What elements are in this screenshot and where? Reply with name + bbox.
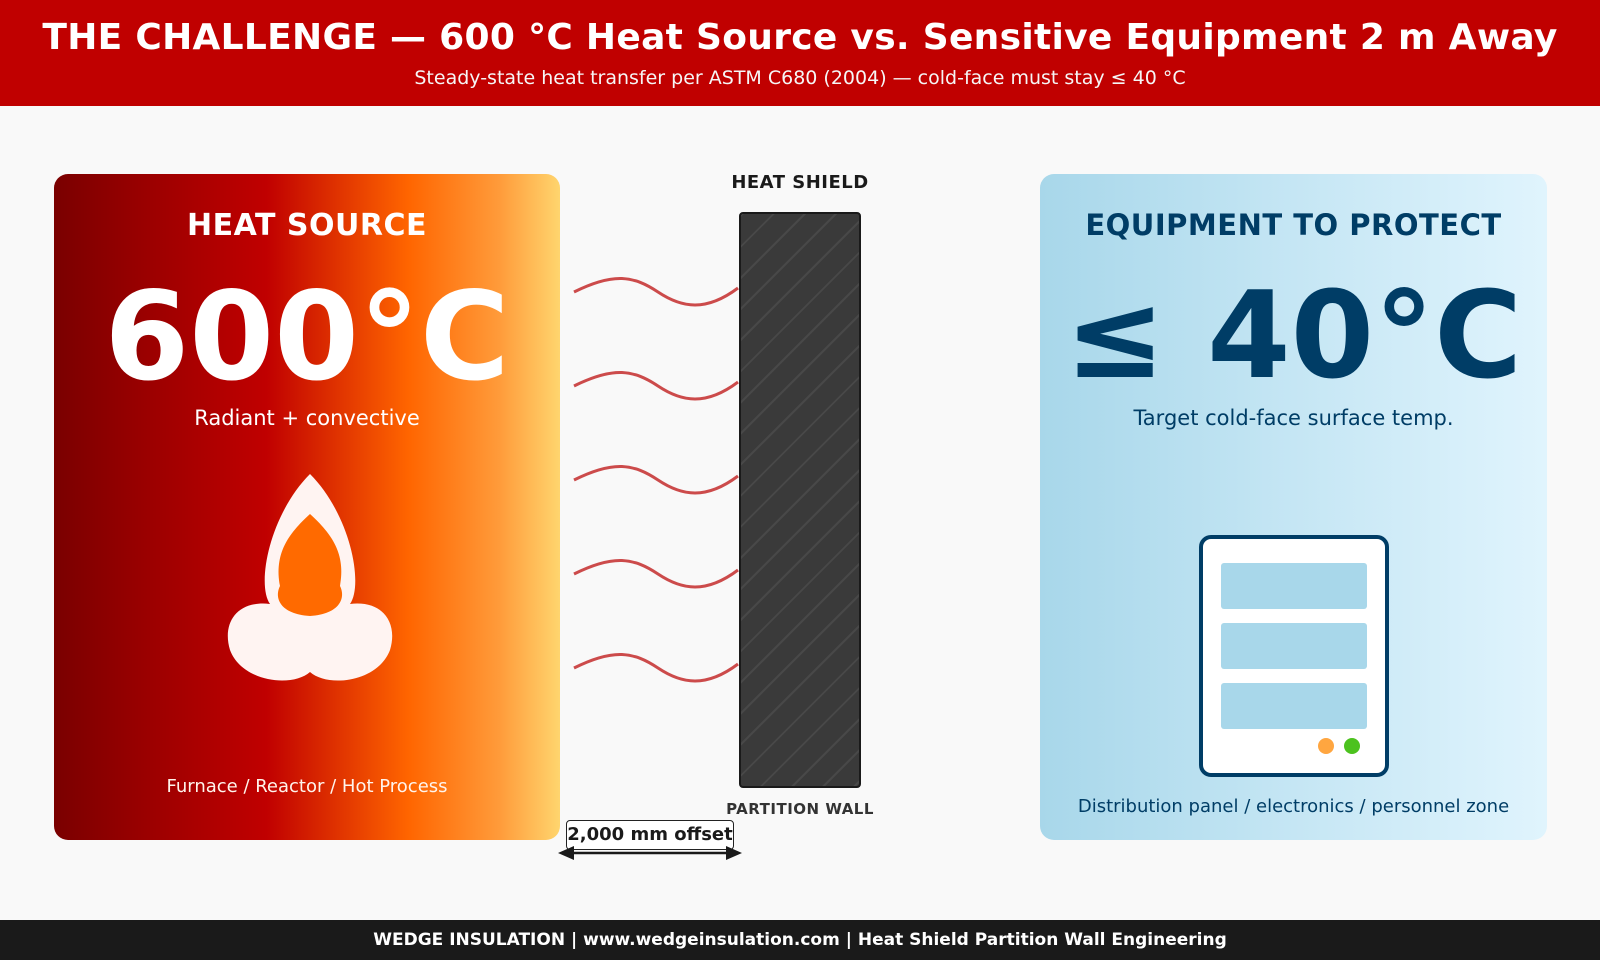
heat-wave — [573, 277, 739, 307]
partition-wall-label: PARTITION WALL — [726, 800, 874, 818]
heat-source-temperature: 600°C — [104, 266, 510, 408]
equipment-target-temperature: ≤ 40°C — [1064, 267, 1523, 406]
heat-shield-label: HEAT SHIELD — [731, 172, 869, 193]
electrical-panel-icon — [1199, 535, 1389, 777]
equipment-target-label: Target cold-face surface temp. — [1133, 406, 1454, 430]
heat-wave — [573, 465, 739, 495]
heat-wave — [573, 371, 739, 401]
heat-source-panel: HEAT SOURCE 600°C Radiant + convective F… — [54, 174, 560, 840]
page-title: THE CHALLENGE — 600 °C Heat Source vs. S… — [42, 17, 1558, 58]
equipment-title: EQUIPMENT TO PROTECT — [1085, 208, 1502, 242]
heat-source-mode: Radiant + convective — [194, 406, 420, 430]
heat-source-examples: Furnace / Reactor / Hot Process — [166, 776, 448, 797]
equipment-panel: EQUIPMENT TO PROTECT ≤ 40°C Target cold-… — [1040, 174, 1547, 840]
header-banner: THE CHALLENGE — 600 °C Heat Source vs. S… — [0, 0, 1600, 106]
heat-shield-wall — [739, 212, 861, 788]
equipment-examples: Distribution panel / electronics / perso… — [1077, 796, 1510, 817]
dimension-arrow — [558, 846, 742, 860]
heat-wave — [573, 559, 739, 589]
offset-dimension-label: 2,000 mm offset — [566, 820, 734, 850]
flame-icon — [227, 474, 393, 681]
heat-source-title: HEAT SOURCE — [187, 208, 427, 243]
page-subtitle: Steady-state heat transfer per ASTM C680… — [414, 67, 1186, 89]
footer-bar: WEDGE INSULATION | www.wedgeinsulation.c… — [0, 920, 1600, 960]
heat-wave — [573, 653, 739, 683]
heat-radiation-waves — [573, 277, 739, 683]
